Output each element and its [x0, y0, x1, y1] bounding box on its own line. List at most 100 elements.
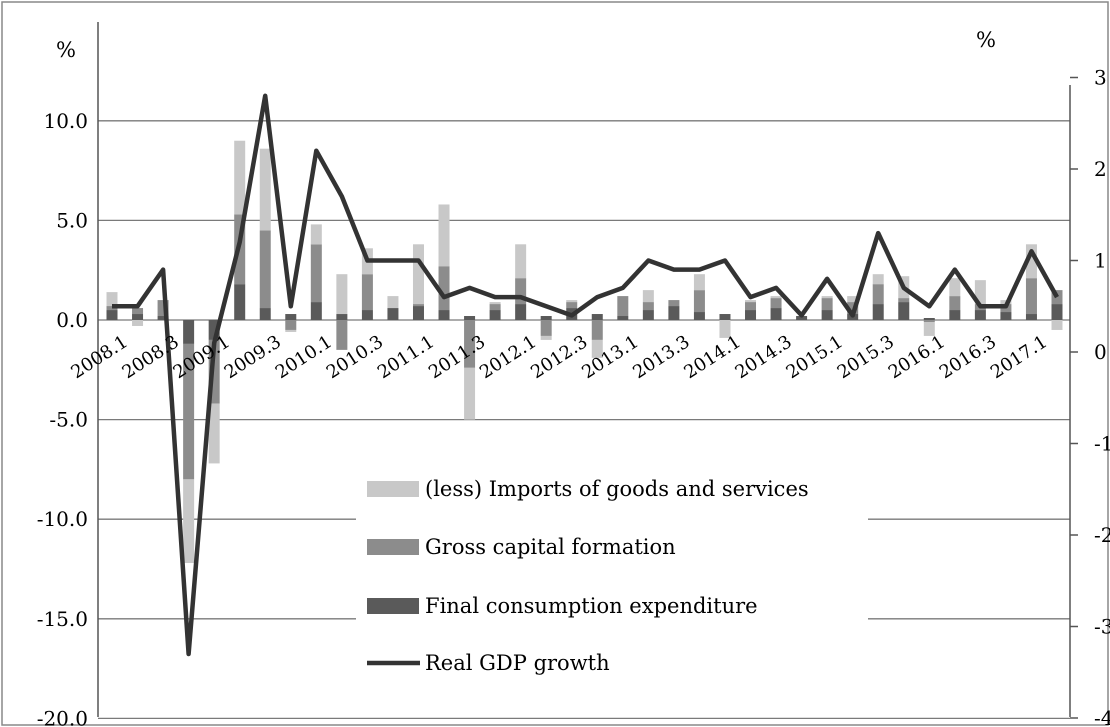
line-series-group [112, 93, 1059, 657]
bar-segment-0 [361, 310, 373, 320]
bar-segment-2 [515, 244, 527, 279]
x-tick-label: 2016.1 [885, 331, 949, 383]
legend-label: Gross capital formation [425, 535, 676, 559]
x-tick-label: 2017.1 [987, 331, 1051, 383]
x-tick-label: 2014.3 [731, 331, 795, 383]
bar-segment-2 [438, 204, 450, 267]
bar-segment-0 [489, 310, 501, 320]
x-tick-label: 2008.1 [67, 331, 131, 383]
bar-segment-0 [438, 310, 450, 320]
bar-segment-0 [796, 316, 808, 320]
bar-segment-1 [770, 298, 782, 309]
x-tick-label: 2013.3 [629, 331, 693, 383]
bar-segment-0 [259, 308, 271, 320]
bar-segment-0 [412, 306, 424, 320]
bar-segment-0 [515, 304, 527, 320]
bar-segment-1 [310, 244, 322, 303]
bar-segment-0 [1000, 312, 1012, 320]
bar-segment-1 [693, 290, 705, 313]
bar-segment-2 [412, 244, 424, 305]
bar-segment-2 [106, 292, 118, 307]
bar-segment-0 [898, 302, 910, 320]
legend-swatch [367, 539, 419, 555]
bar-segment-1 [591, 320, 603, 340]
bar-segment-2 [464, 367, 476, 420]
bar-segment-1 [872, 284, 884, 305]
bar-segment-0 [821, 310, 833, 320]
bar-segment-2 [285, 329, 297, 332]
bar-segment-2 [847, 296, 859, 303]
bar-segment-0 [719, 314, 731, 320]
right-y-tick-label: -2 [1094, 523, 1110, 547]
bar-segment-2 [540, 335, 552, 340]
x-tick-label: 2010.1 [272, 331, 336, 383]
bar-segment-2 [693, 274, 705, 291]
right-y-tick-label: 0 [1094, 340, 1107, 364]
bar-segment-0 [1025, 314, 1037, 320]
bar-segment-1 [821, 298, 833, 311]
bar-segment-1 [898, 298, 910, 303]
legend-swatch [367, 481, 419, 497]
x-tick-label: 2008.3 [119, 331, 183, 383]
left-axis-unit: % [56, 38, 76, 62]
bar-segment-1 [1025, 278, 1037, 315]
x-tick-label: 2014.1 [680, 331, 744, 383]
x-tick-label: 2011.1 [374, 331, 438, 383]
right-y-tick-label: -3 [1094, 615, 1110, 639]
bar-segment-2 [183, 479, 195, 564]
x-tick-label: 2009.3 [221, 331, 285, 383]
bar-segment-2 [923, 321, 935, 336]
bar-segment-0 [642, 310, 654, 320]
left-y-tick-label: 5.0 [56, 208, 88, 232]
bar-segment-1 [668, 300, 680, 307]
bar-segment-1 [157, 300, 169, 317]
bar-segment-2 [719, 320, 731, 338]
x-tick-label: 2015.3 [834, 331, 898, 383]
bar-segment-1 [745, 302, 757, 311]
legend-background [356, 455, 868, 690]
bar-segment-1 [515, 278, 527, 305]
bar-segment-1 [336, 320, 348, 350]
bar-segment-0 [183, 320, 195, 344]
left-y-tick-label: 10.0 [43, 109, 88, 133]
legend-label: (less) Imports of goods and services [425, 477, 809, 501]
right-y-tick-label: -1 [1094, 432, 1110, 456]
bar-segment-0 [387, 308, 399, 320]
x-tick-label: 2012.3 [527, 331, 591, 383]
right-y-tick-label: 1 [1094, 249, 1107, 273]
bar-segment-1 [464, 320, 476, 368]
bar-segment-0 [974, 310, 986, 320]
right-y-tick-label: 2 [1094, 157, 1107, 181]
bar-segment-0 [949, 310, 961, 320]
bar-segment-1 [183, 343, 195, 480]
left-y-tick-label: -20.0 [37, 706, 88, 727]
bar-segment-1 [259, 230, 271, 309]
bar-segment-2 [566, 300, 578, 303]
bar-segment-0 [923, 318, 935, 320]
bar-segment-2 [770, 296, 782, 299]
bar-segment-2 [949, 278, 961, 297]
x-tick-label: 2009.1 [170, 331, 234, 383]
right-axis-unit: % [976, 28, 996, 52]
bar-segment-1 [923, 320, 935, 322]
bar-segment-0 [208, 320, 220, 340]
x-tick-label: 2016.3 [936, 331, 1000, 383]
bar-segment-0 [310, 302, 322, 320]
bar-segment-0 [668, 306, 680, 320]
bar-segment-1 [438, 266, 450, 311]
bar-segment-1 [132, 308, 144, 315]
legend-label: Real GDP growth [425, 651, 610, 675]
bar-segment-2 [259, 148, 271, 231]
bar-segment-0 [336, 314, 348, 320]
bar-segment-2 [1051, 320, 1063, 330]
bar-segment-0 [872, 304, 884, 320]
bar-segment-0 [745, 310, 757, 320]
x-tick-label: 2010.3 [323, 331, 387, 383]
right-y-tick-label: 3 [1094, 66, 1107, 90]
bar-segment-2 [745, 300, 757, 303]
bar-segment-2 [234, 140, 246, 215]
legend-label: Final consumption expenditure [425, 594, 758, 618]
bar-segment-2 [208, 403, 220, 464]
gdp-growth-line [112, 93, 1059, 657]
